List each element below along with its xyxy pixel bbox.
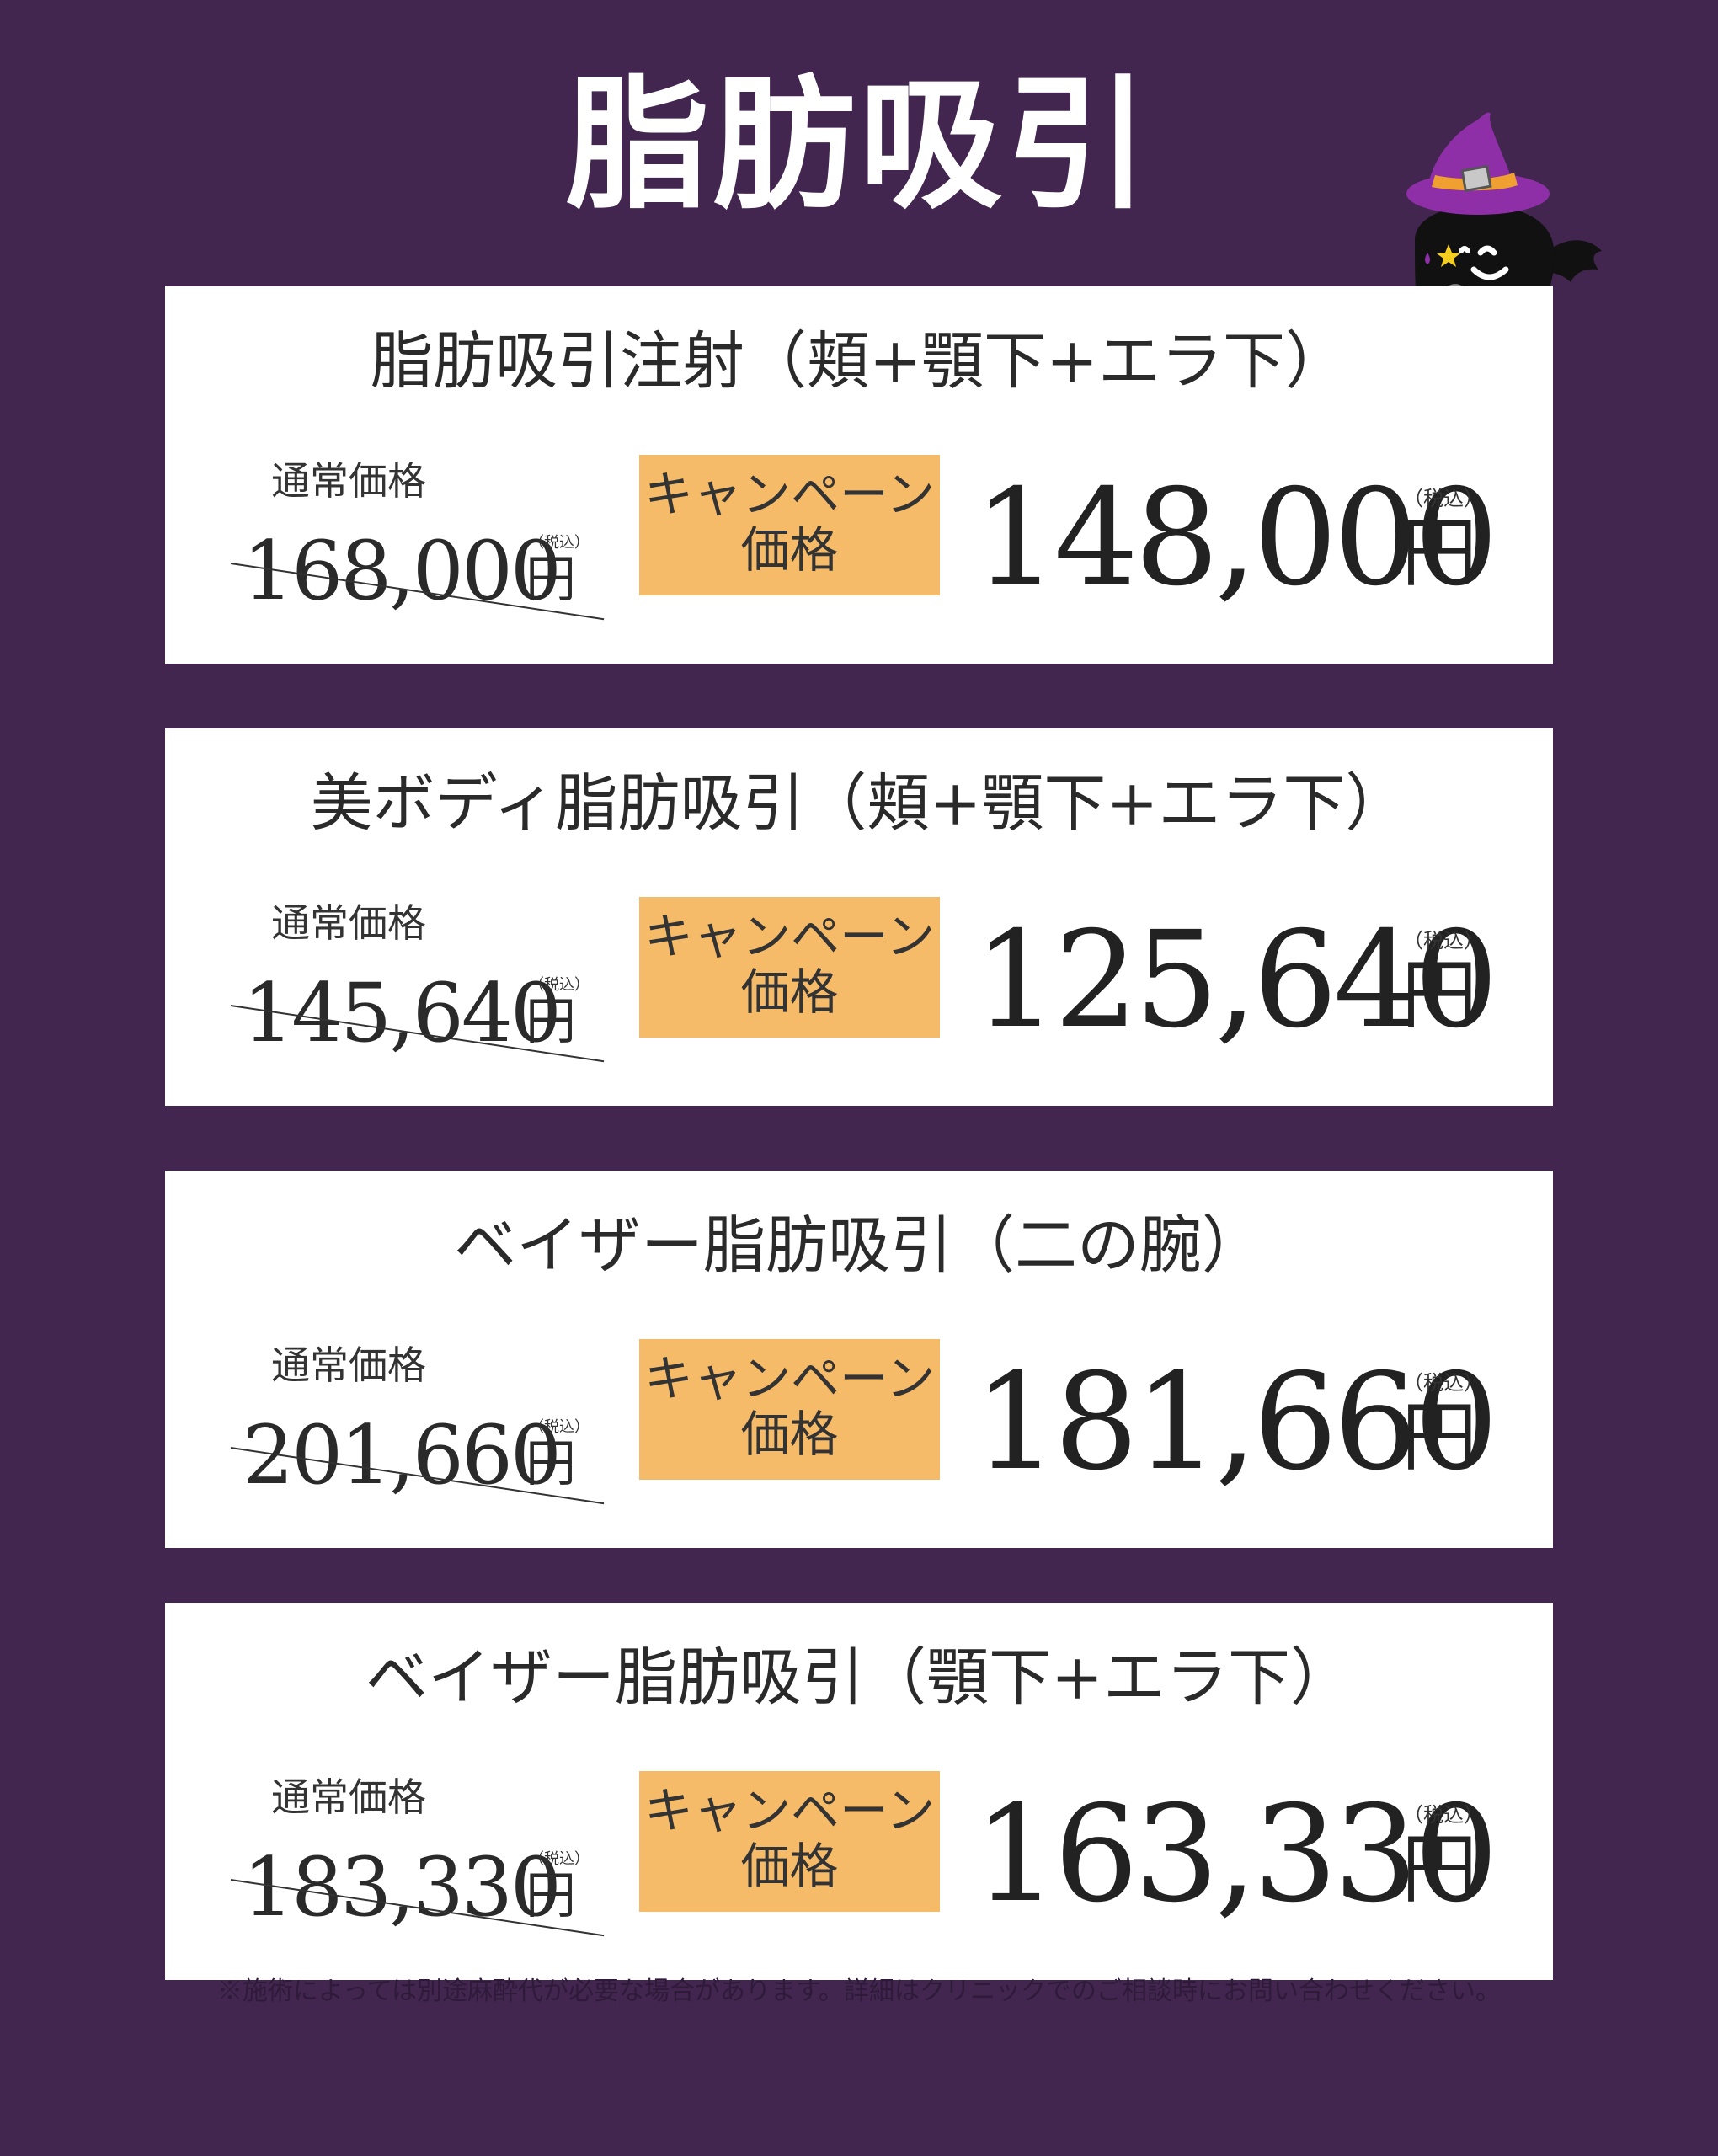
campaign-price-unit: 円 [1401, 509, 1477, 597]
plan-title: 脂肪吸引注射（頬+顎下+エラ下） [370, 325, 1347, 398]
campaign-badge-line2: 価格 [740, 963, 839, 1021]
regular-price: 145,640 [243, 966, 562, 1060]
plan-title: 美ボディ脂肪吸引（頬+顎下+エラ下） [310, 767, 1408, 840]
regular-tax-note: （税込） [529, 1850, 590, 1868]
plan-card: ベイザー脂肪吸引（顎下+エラ下） 通常価格 183,330 （税込） 円 キャン… [165, 1603, 1553, 1980]
plan-title: ベイザー脂肪吸引（二の腕） [454, 1209, 1264, 1282]
regular-price-unit: 円 [526, 1866, 576, 1925]
campaign-tax-note: （税込） [1403, 1803, 1484, 1827]
campaign-tax-note: （税込） [1403, 929, 1484, 953]
regular-price-label: 通常価格 [271, 1774, 426, 1820]
campaign-badge-line1: キャンペーン [643, 466, 936, 523]
regular-price-label: 通常価格 [271, 458, 426, 504]
campaign-badge: キャンペーン 価格 [639, 897, 940, 1038]
campaign-badge: キャンペーン 価格 [639, 455, 940, 595]
campaign-badge-line2: 価格 [740, 521, 839, 579]
plan-card: ベイザー脂肪吸引（二の腕） 通常価格 201,660 （税込） 円 キャンペーン… [165, 1171, 1553, 1548]
campaign-price: 163,330 [974, 1777, 1498, 1932]
campaign-tax-note: （税込） [1403, 1371, 1484, 1395]
regular-price: 201,660 [243, 1408, 562, 1502]
regular-tax-note: （税込） [529, 534, 590, 552]
campaign-badge: キャンペーン 価格 [639, 1771, 940, 1912]
campaign-badge: キャンペーン 価格 [639, 1339, 940, 1480]
campaign-price: 148,000 [974, 461, 1498, 616]
regular-price-label: 通常価格 [271, 1342, 426, 1388]
regular-price-unit: 円 [526, 1434, 576, 1493]
footnote: ※施術によっては別途麻酔代が必要な場合があります。詳細はクリニックでのご相談時に… [217, 1977, 1501, 2006]
plan-card: 美ボディ脂肪吸引（頬+顎下+エラ下） 通常価格 145,640 （税込） 円 キ… [165, 728, 1553, 1106]
regular-price-unit: 円 [526, 992, 576, 1051]
campaign-price: 125,640 [974, 903, 1498, 1058]
campaign-badge-line2: 価格 [740, 1838, 839, 1895]
campaign-badge-line1: キャンペーン [643, 1350, 936, 1407]
regular-tax-note: （税込） [529, 976, 590, 994]
regular-price: 168,000 [243, 524, 562, 618]
campaign-price-unit: 円 [1401, 951, 1477, 1039]
campaign-badge-line2: 価格 [740, 1406, 839, 1463]
campaign-price: 181,660 [974, 1345, 1498, 1500]
campaign-badge-line1: キャンペーン [643, 908, 936, 965]
regular-price-unit: 円 [526, 550, 576, 609]
campaign-tax-note: （税込） [1403, 487, 1484, 510]
campaign-price-unit: 円 [1401, 1825, 1477, 1913]
regular-tax-note: （税込） [529, 1418, 590, 1436]
campaign-price-unit: 円 [1401, 1393, 1477, 1481]
plan-title: ベイザー脂肪吸引（顎下+エラ下） [365, 1641, 1353, 1714]
campaign-badge-line1: キャンペーン [643, 1782, 936, 1839]
plan-card: 脂肪吸引注射（頬+顎下+エラ下） 通常価格 168,000 （税込） 円 キャン… [165, 286, 1553, 664]
page-title: 脂肪吸引 [565, 62, 1152, 229]
regular-price: 183,330 [243, 1840, 562, 1935]
regular-price-label: 通常価格 [271, 900, 426, 946]
